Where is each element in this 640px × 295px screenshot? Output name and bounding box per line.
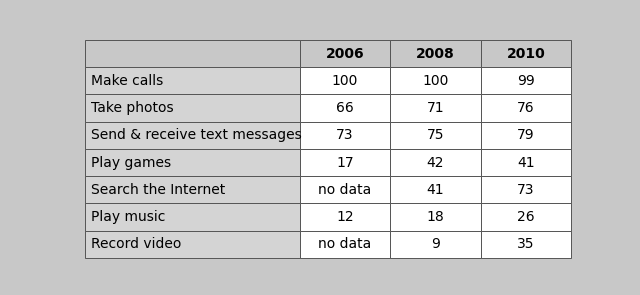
Bar <box>481 231 571 258</box>
Bar <box>300 94 390 122</box>
Bar <box>85 40 300 67</box>
Text: 2008: 2008 <box>416 47 455 60</box>
Text: Play music: Play music <box>91 210 165 224</box>
Text: 18: 18 <box>427 210 444 224</box>
Text: 75: 75 <box>427 128 444 142</box>
Bar <box>481 122 571 149</box>
Bar <box>300 67 390 94</box>
Text: 41: 41 <box>517 155 534 170</box>
Text: 17: 17 <box>336 155 354 170</box>
Text: Record video: Record video <box>91 237 181 251</box>
Bar <box>390 204 481 231</box>
Bar <box>85 149 300 176</box>
Text: no data: no data <box>319 183 372 197</box>
Bar <box>85 231 300 258</box>
Text: 76: 76 <box>517 101 534 115</box>
Bar <box>85 204 300 231</box>
Bar <box>300 122 390 149</box>
Text: 79: 79 <box>517 128 534 142</box>
Bar <box>85 94 300 122</box>
Text: 35: 35 <box>517 237 534 251</box>
Text: 9: 9 <box>431 237 440 251</box>
Text: 42: 42 <box>427 155 444 170</box>
Text: 100: 100 <box>332 74 358 88</box>
Text: Make calls: Make calls <box>91 74 163 88</box>
Bar <box>300 40 390 67</box>
Bar <box>481 204 571 231</box>
Text: 2006: 2006 <box>326 47 364 60</box>
Text: 26: 26 <box>517 210 534 224</box>
Text: 73: 73 <box>517 183 534 197</box>
Bar <box>481 67 571 94</box>
Bar <box>390 67 481 94</box>
Bar <box>300 176 390 204</box>
Bar <box>300 204 390 231</box>
Text: 100: 100 <box>422 74 449 88</box>
Bar <box>481 94 571 122</box>
Text: 66: 66 <box>336 101 354 115</box>
Bar <box>481 40 571 67</box>
Text: Search the Internet: Search the Internet <box>91 183 225 197</box>
Text: Play games: Play games <box>91 155 171 170</box>
Text: 73: 73 <box>337 128 354 142</box>
Text: no data: no data <box>319 237 372 251</box>
Bar <box>85 67 300 94</box>
Bar <box>85 122 300 149</box>
Bar <box>390 122 481 149</box>
Bar <box>85 176 300 204</box>
Bar <box>390 94 481 122</box>
Bar <box>390 149 481 176</box>
Bar <box>390 231 481 258</box>
Bar <box>481 176 571 204</box>
Bar <box>300 149 390 176</box>
Text: 41: 41 <box>427 183 444 197</box>
Text: Take photos: Take photos <box>91 101 173 115</box>
Bar <box>481 149 571 176</box>
Text: 99: 99 <box>517 74 535 88</box>
Text: Send & receive text messages: Send & receive text messages <box>91 128 301 142</box>
Text: 2010: 2010 <box>506 47 545 60</box>
Bar <box>390 40 481 67</box>
Text: 71: 71 <box>427 101 444 115</box>
Bar <box>300 231 390 258</box>
Text: 12: 12 <box>336 210 354 224</box>
Bar <box>390 176 481 204</box>
